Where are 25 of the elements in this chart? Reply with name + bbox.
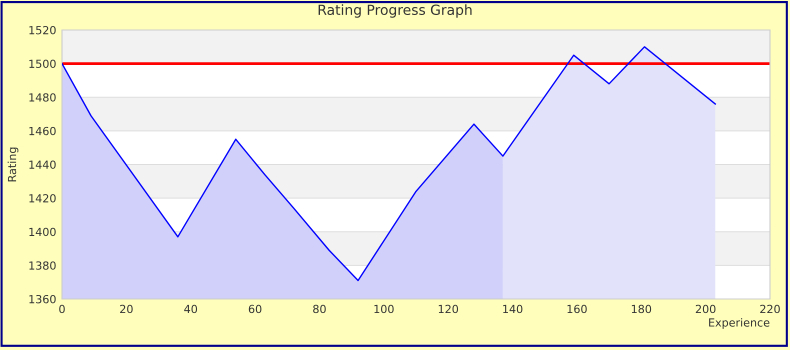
x-tick-label: 200 <box>696 304 716 314</box>
y-tick-label: 1520 <box>29 26 56 34</box>
x-tick-label: 0 <box>59 304 65 314</box>
y-tick-label: 1460 <box>29 126 56 136</box>
x-tick-label: 220 <box>760 304 780 314</box>
x-tick-label: 140 <box>503 304 522 314</box>
x-tick-label: 40 <box>184 304 198 314</box>
y-tick-label: 1480 <box>29 93 56 102</box>
x-tick-label: 20 <box>120 304 133 314</box>
x-tick-label: 180 <box>632 304 652 314</box>
y-tick-label: 1440 <box>29 160 56 169</box>
x-tick-label: 120 <box>438 304 458 314</box>
line-series <box>62 46 716 282</box>
y-tick-label: 1500 <box>29 60 56 68</box>
x-tick-label: 100 <box>374 304 394 314</box>
x-axis-title: Experience <box>709 318 770 329</box>
y-tick-label: 1380 <box>29 261 56 270</box>
x-tick-label: 160 <box>568 304 587 314</box>
y-axis-title: Rating <box>8 148 18 182</box>
y-tick-label: 1360 <box>29 294 56 304</box>
x-tick-label: 80 <box>313 304 326 314</box>
y-tick-label: 1420 <box>29 194 56 203</box>
x-tick-label: 60 <box>248 304 262 314</box>
y-tick-label: 1400 <box>29 228 56 236</box>
chart-title: Rating Progress Graph <box>318 4 472 18</box>
